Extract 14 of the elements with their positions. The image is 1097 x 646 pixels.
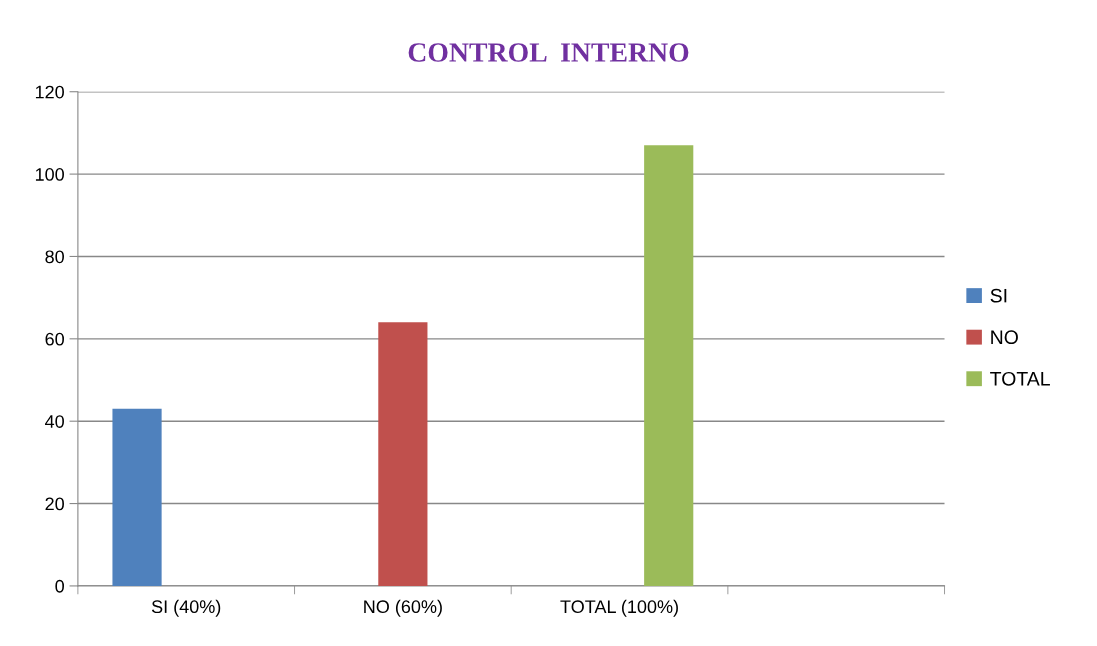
x-tick-label: SI (40%) <box>151 599 221 617</box>
x-tick-label: NO (60%) <box>364 599 442 617</box>
y-tick-label: 0 <box>55 579 64 593</box>
legend-label: NO <box>991 330 1018 345</box>
y-tick-label: 100 <box>35 168 64 181</box>
y-tick-label: 20 <box>45 497 64 511</box>
y-tick-label: 40 <box>45 415 64 428</box>
legend-label: SI <box>990 288 1007 303</box>
y-tick-label: 60 <box>45 332 64 346</box>
legend-label: TOTAL <box>990 371 1050 386</box>
y-tick-label: 120 <box>35 85 64 99</box>
chart-title: CONTROL INTERNO <box>408 43 689 62</box>
y-tick-label: 80 <box>45 250 64 264</box>
x-tick-label: TOTAL (100%) <box>560 599 678 617</box>
